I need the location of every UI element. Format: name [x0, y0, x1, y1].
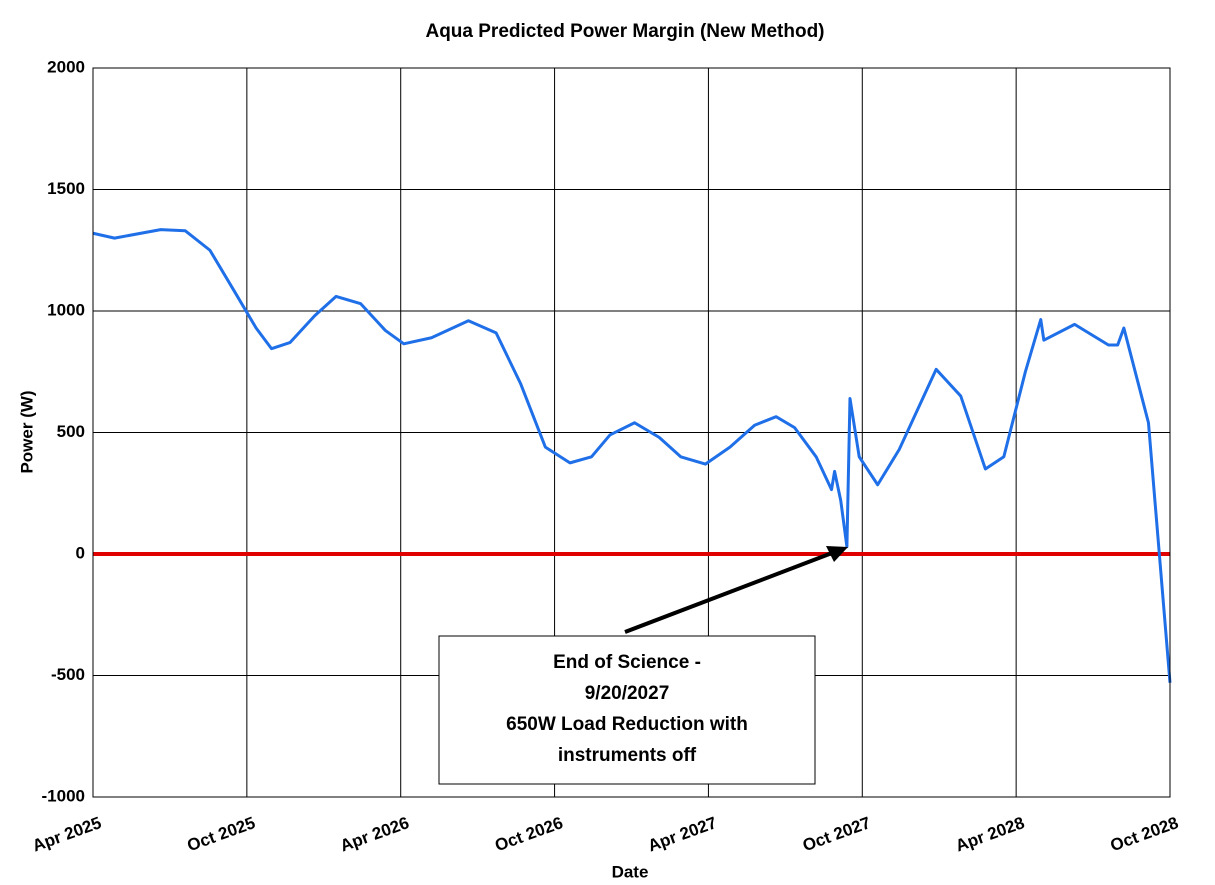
plot-area	[92, 67, 1172, 798]
x-tick-label: Oct 2026	[492, 813, 565, 855]
annotation-text: 650W Load Reduction with	[506, 714, 748, 735]
data-line	[92, 228, 1172, 683]
arrow-shaft	[624, 551, 833, 634]
x-tick-label: Apr 2027	[645, 813, 719, 855]
y-tick-label: -1000	[42, 786, 85, 805]
annotation: End of Science - 9/20/2027 650W Load Reduc…	[438, 546, 848, 785]
plot-frame	[92, 67, 1171, 798]
x-tick-label: Oct 2028	[1108, 813, 1181, 855]
annotation-box	[438, 635, 816, 785]
chart-title: Aqua Predicted Power Margin (New Method)	[425, 21, 824, 42]
annotation-text: End of Science -	[553, 652, 701, 673]
annotation-text: instruments off	[558, 745, 697, 766]
y-tick-label: 1500	[47, 179, 85, 198]
x-tick-label: Apr 2026	[338, 813, 412, 855]
y-tick-label: 500	[57, 422, 85, 441]
y-tick-label: 0	[76, 543, 85, 562]
annotation-text: 9/20/2027	[585, 683, 670, 704]
x-tick-label: Oct 2027	[800, 813, 873, 855]
arrow-head	[826, 546, 848, 562]
y-tick-label: -500	[51, 665, 85, 684]
x-tick-label: Apr 2025	[30, 813, 104, 855]
y-tick-label: 1000	[47, 300, 85, 319]
x-tick-label: Apr 2028	[953, 813, 1027, 855]
y-axis-label: Power (W)	[17, 390, 36, 473]
x-tick-label: Oct 2025	[185, 813, 258, 855]
y-tick-label: 2000	[47, 57, 85, 76]
x-axis-label: Date	[612, 862, 649, 881]
